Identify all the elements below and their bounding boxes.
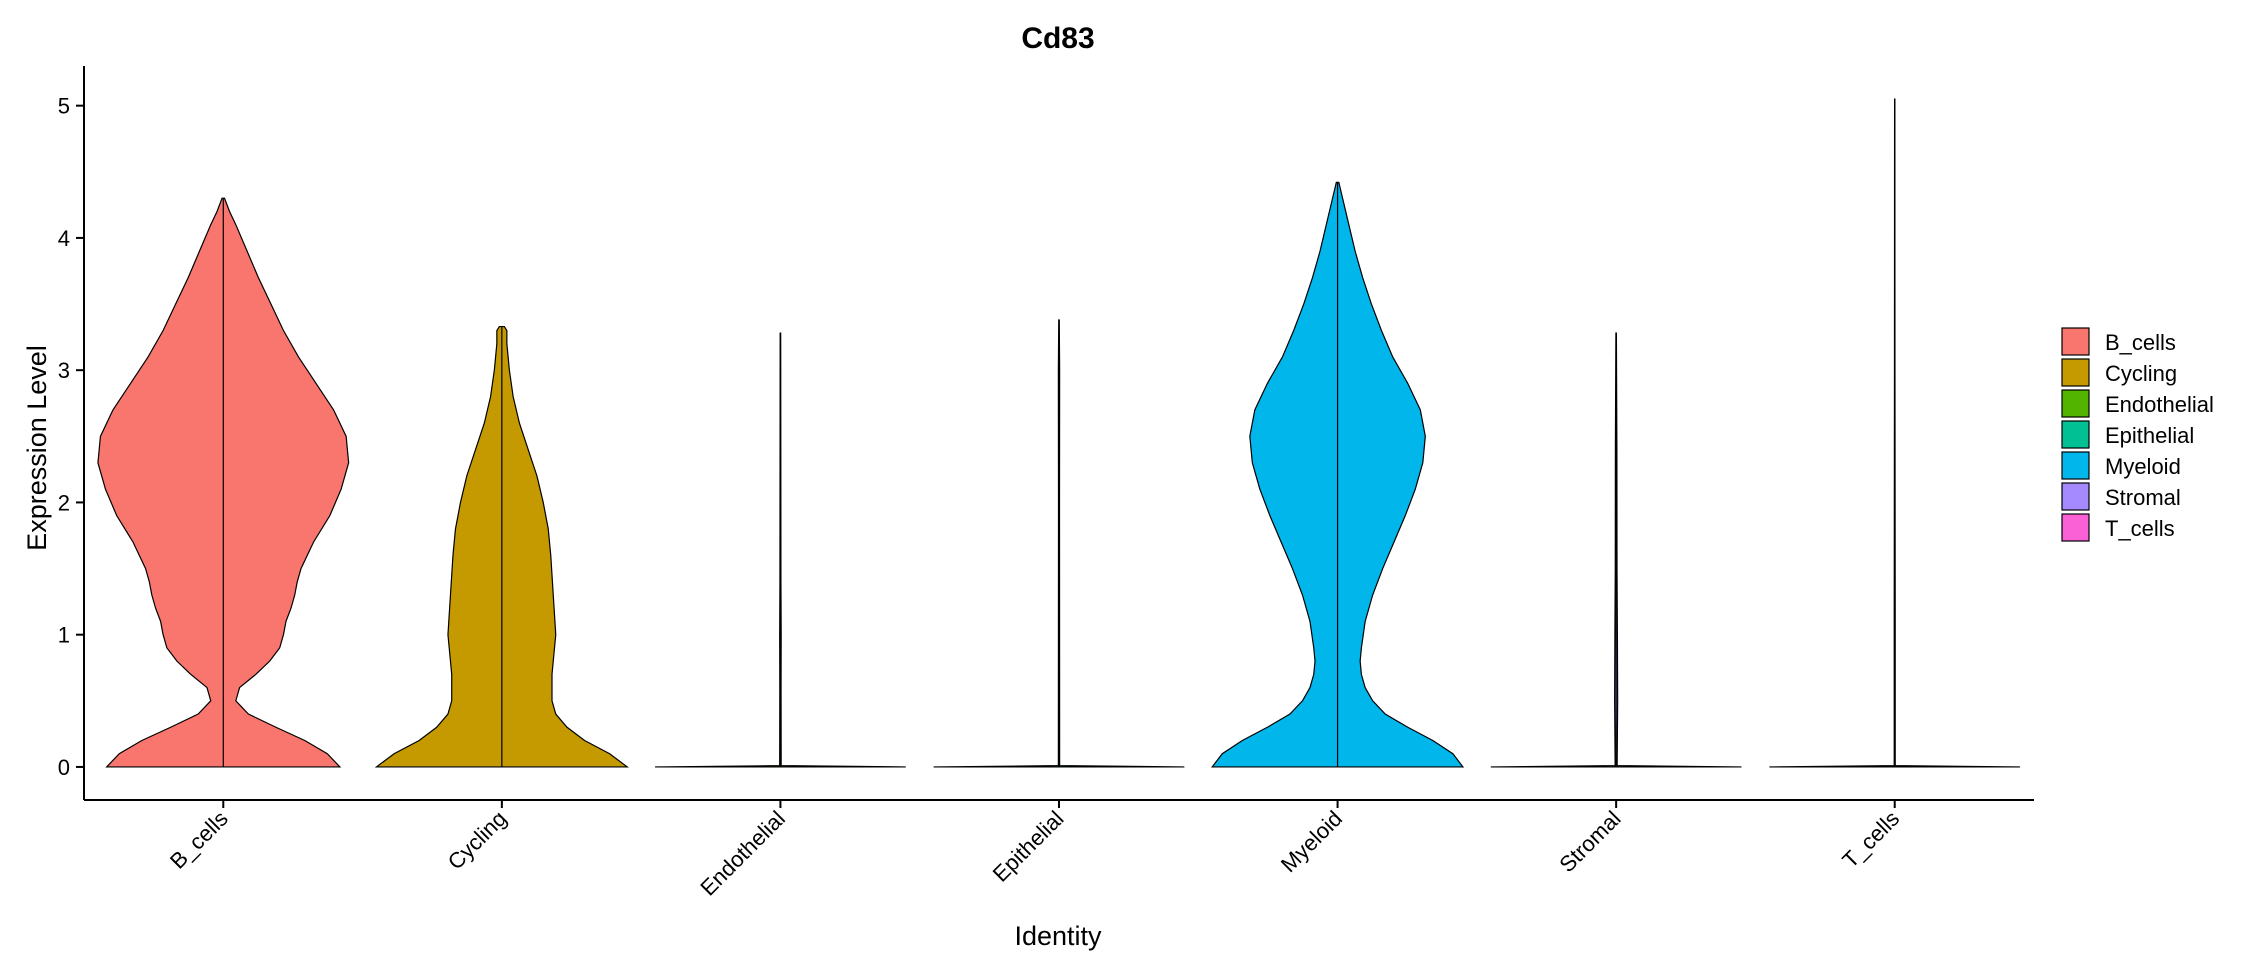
legend-label: Myeloid: [2105, 454, 2181, 479]
legend-label: B_cells: [2105, 330, 2176, 355]
y-axis: 0 1 2 3 4 5: [58, 66, 85, 800]
x-axis: B_cells Cycling Endothelial Epithelial Myelo…: [84, 799, 2034, 901]
legend-label: Cycling: [2105, 361, 2177, 386]
y-tick-label: 2: [58, 490, 70, 515]
legend-swatch: [2061, 358, 2090, 387]
y-tick-label: 1: [58, 623, 70, 648]
legend-label: T_cells: [2105, 516, 2175, 541]
legend-swatch: [2061, 420, 2090, 449]
y-axis-title: Expression Level: [22, 345, 52, 551]
legend-swatch: [2061, 451, 2090, 480]
x-tick-label: Stromal: [1554, 806, 1625, 877]
x-tick-label: T_cells: [1837, 806, 1904, 873]
legend-label: Endothelial: [2105, 392, 2214, 417]
x-tick-label: B_cells: [165, 806, 233, 874]
y-tick-label: 0: [58, 755, 70, 780]
x-tick-label: Cycling: [443, 806, 512, 875]
y-tick-label: 4: [58, 226, 70, 251]
x-tick-label: Myeloid: [1276, 806, 1347, 877]
legend-swatch: [2061, 482, 2090, 511]
x-tick-label: Epithelial: [988, 806, 1069, 887]
x-axis-title: Identity: [1014, 921, 1102, 951]
x-tick-label: Endothelial: [695, 806, 790, 901]
y-tick-label: 5: [58, 94, 70, 119]
chart-title: Cd83: [1021, 22, 1094, 55]
legend-label: Stromal: [2105, 485, 2181, 510]
legend: B_cells Cycling Endothelial Epithelial Myelo…: [2061, 327, 2214, 542]
legend-label: Epithelial: [2105, 423, 2194, 448]
violin-layer: [97, 98, 2021, 768]
legend-swatch: [2061, 327, 2090, 356]
legend-swatch: [2061, 513, 2090, 542]
legend-swatch: [2061, 389, 2090, 418]
y-tick-label: 3: [58, 358, 70, 383]
